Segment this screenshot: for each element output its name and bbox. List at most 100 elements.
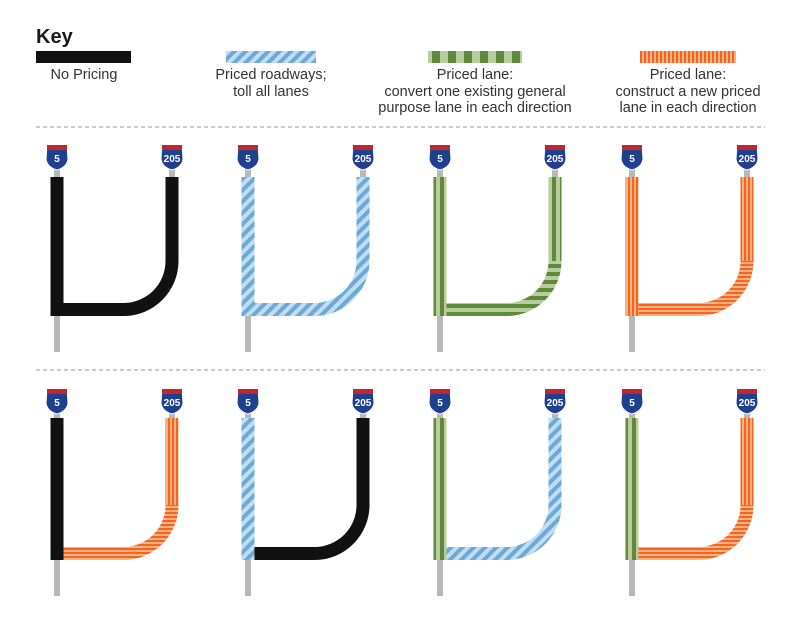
i205-segment bbox=[632, 177, 754, 316]
i205-shield-icon: 205 bbox=[735, 388, 759, 415]
i5-shield-icon-number: 5 bbox=[437, 398, 443, 409]
i205-shield-icon-body bbox=[735, 388, 759, 415]
scenario-panel-1-2: 5 205 bbox=[236, 144, 375, 352]
i5-segment bbox=[241, 177, 255, 316]
i5-segment bbox=[241, 418, 255, 560]
key-swatch-no-pricing bbox=[36, 51, 131, 63]
i205-shield-icon-band bbox=[545, 389, 565, 394]
i5-shield-icon: 5 bbox=[236, 144, 260, 171]
key-swatch-new-lane bbox=[640, 51, 736, 63]
i5-shield-icon-body bbox=[428, 388, 452, 415]
i5-shield-icon-number: 5 bbox=[245, 398, 251, 409]
i205-shield-icon: 205 bbox=[351, 388, 375, 415]
i5-shield-icon-number: 5 bbox=[245, 154, 251, 165]
i5-shield-icon: 5 bbox=[45, 388, 69, 415]
i5-shield-icon-number: 5 bbox=[437, 154, 443, 165]
key-item-no-pricing: No Pricing bbox=[36, 51, 131, 83]
i5-shield-icon-band bbox=[238, 389, 258, 394]
key-label-toll-line-2: toll all lanes bbox=[233, 84, 309, 100]
scenario-panel-2-2: 5 205 bbox=[236, 388, 375, 596]
i205-shield-icon-body bbox=[543, 388, 567, 415]
i205-segment bbox=[248, 177, 370, 316]
key: Key No Pricing Priced roadways; toll all… bbox=[36, 26, 761, 116]
i205-shield-icon: 205 bbox=[351, 144, 375, 171]
i5-shield-icon: 5 bbox=[428, 144, 452, 171]
i5-shield-icon-band bbox=[47, 389, 67, 394]
key-label-new-line-3: lane in each direction bbox=[619, 100, 756, 116]
key-label-no-pricing-line-1: No Pricing bbox=[51, 67, 118, 83]
key-swatch-convert bbox=[428, 51, 522, 63]
i205-segment bbox=[57, 418, 179, 560]
i205-post bbox=[169, 411, 175, 420]
i205-post bbox=[360, 411, 366, 420]
i205-shield-icon-number: 205 bbox=[739, 398, 756, 409]
i5-segment bbox=[625, 418, 639, 560]
i205-shield-icon-body bbox=[735, 144, 759, 171]
i5-segment bbox=[433, 177, 447, 316]
i205-shield-icon: 205 bbox=[543, 388, 567, 415]
key-label-convert-line-3: purpose lane in each direction bbox=[378, 100, 571, 116]
i205-vertical-segment bbox=[740, 418, 754, 505]
i205-shield-icon-number: 205 bbox=[547, 398, 564, 409]
i205-shield-icon: 205 bbox=[735, 144, 759, 171]
i205-shield-icon-band bbox=[737, 389, 757, 394]
scenario-panel-2-1: 5 205 bbox=[45, 388, 184, 596]
i205-segment bbox=[57, 177, 179, 316]
scenario-panel-1-4: 5 205 bbox=[620, 144, 759, 352]
key-item-toll: Priced roadways; toll all lanes bbox=[215, 51, 327, 100]
i205-shield-icon-body bbox=[160, 144, 184, 171]
i205-shield-icon-number: 205 bbox=[355, 398, 372, 409]
i5-shield-icon-band bbox=[622, 389, 642, 394]
i205-post bbox=[360, 167, 366, 179]
i205-post bbox=[744, 167, 750, 179]
i5-segment bbox=[50, 177, 64, 316]
i5-shield-icon: 5 bbox=[428, 388, 452, 415]
i205-segment bbox=[632, 418, 754, 560]
i205-shield-icon: 205 bbox=[543, 144, 567, 171]
i205-shield-icon-number: 205 bbox=[547, 154, 564, 165]
i205-shield-icon-number: 205 bbox=[739, 154, 756, 165]
scenario-panel-2-4: 5 205 bbox=[620, 388, 759, 596]
i205-segment bbox=[440, 177, 562, 316]
scenario-grid: 5 205 5 205 5 205 5 205 5 205 5 205 5 205 5 205 bbox=[45, 144, 759, 596]
key-item-convert: Priced lane: convert one existing genera… bbox=[378, 51, 572, 116]
i5-shield-icon-band bbox=[47, 145, 67, 150]
i205-shield-icon-body bbox=[160, 388, 184, 415]
i5-shield-icon-body bbox=[45, 144, 69, 171]
i5-shield-icon: 5 bbox=[620, 388, 644, 415]
i205-vertical-segment bbox=[165, 418, 179, 505]
i5-segment bbox=[625, 177, 639, 316]
i205-shield-icon: 205 bbox=[160, 144, 184, 171]
scenario-panel-2-3: 5 205 bbox=[428, 388, 567, 596]
key-label-toll-line-1: Priced roadways; bbox=[215, 67, 326, 83]
i5-shield-icon-body bbox=[236, 388, 260, 415]
i205-shield-icon: 205 bbox=[160, 388, 184, 415]
i5-shield-icon-band bbox=[430, 389, 450, 394]
key-label-convert-line-2: convert one existing general bbox=[384, 84, 565, 100]
i205-shield-icon-number: 205 bbox=[164, 398, 181, 409]
i5-shield-icon: 5 bbox=[236, 388, 260, 415]
i5-shield-icon-body bbox=[236, 144, 260, 171]
i205-shield-icon-number: 205 bbox=[355, 154, 372, 165]
i205-shield-icon-band bbox=[353, 389, 373, 394]
i205-shield-icon-body bbox=[351, 144, 375, 171]
i5-segment bbox=[50, 418, 64, 560]
i5-shield-icon-number: 5 bbox=[629, 398, 635, 409]
i5-shield-icon-number: 5 bbox=[629, 154, 635, 165]
i205-shield-icon-band bbox=[162, 145, 182, 150]
i5-shield-icon-band bbox=[622, 145, 642, 150]
i205-shield-icon-number: 205 bbox=[164, 154, 181, 165]
i5-shield-icon-body bbox=[620, 144, 644, 171]
key-label-new-line-1: Priced lane: bbox=[650, 67, 727, 83]
i5-shield-icon-number: 5 bbox=[54, 154, 60, 165]
i5-shield-icon: 5 bbox=[620, 144, 644, 171]
i205-segment bbox=[440, 418, 562, 560]
i5-segment bbox=[433, 418, 447, 560]
i5-shield-icon-body bbox=[428, 144, 452, 171]
i5-shield-icon-band bbox=[238, 145, 258, 150]
scenario-panel-1-1: 5 205 bbox=[45, 144, 184, 352]
key-title: Key bbox=[36, 26, 74, 48]
i205-shield-icon-band bbox=[737, 145, 757, 150]
i5-shield-icon-number: 5 bbox=[54, 398, 60, 409]
